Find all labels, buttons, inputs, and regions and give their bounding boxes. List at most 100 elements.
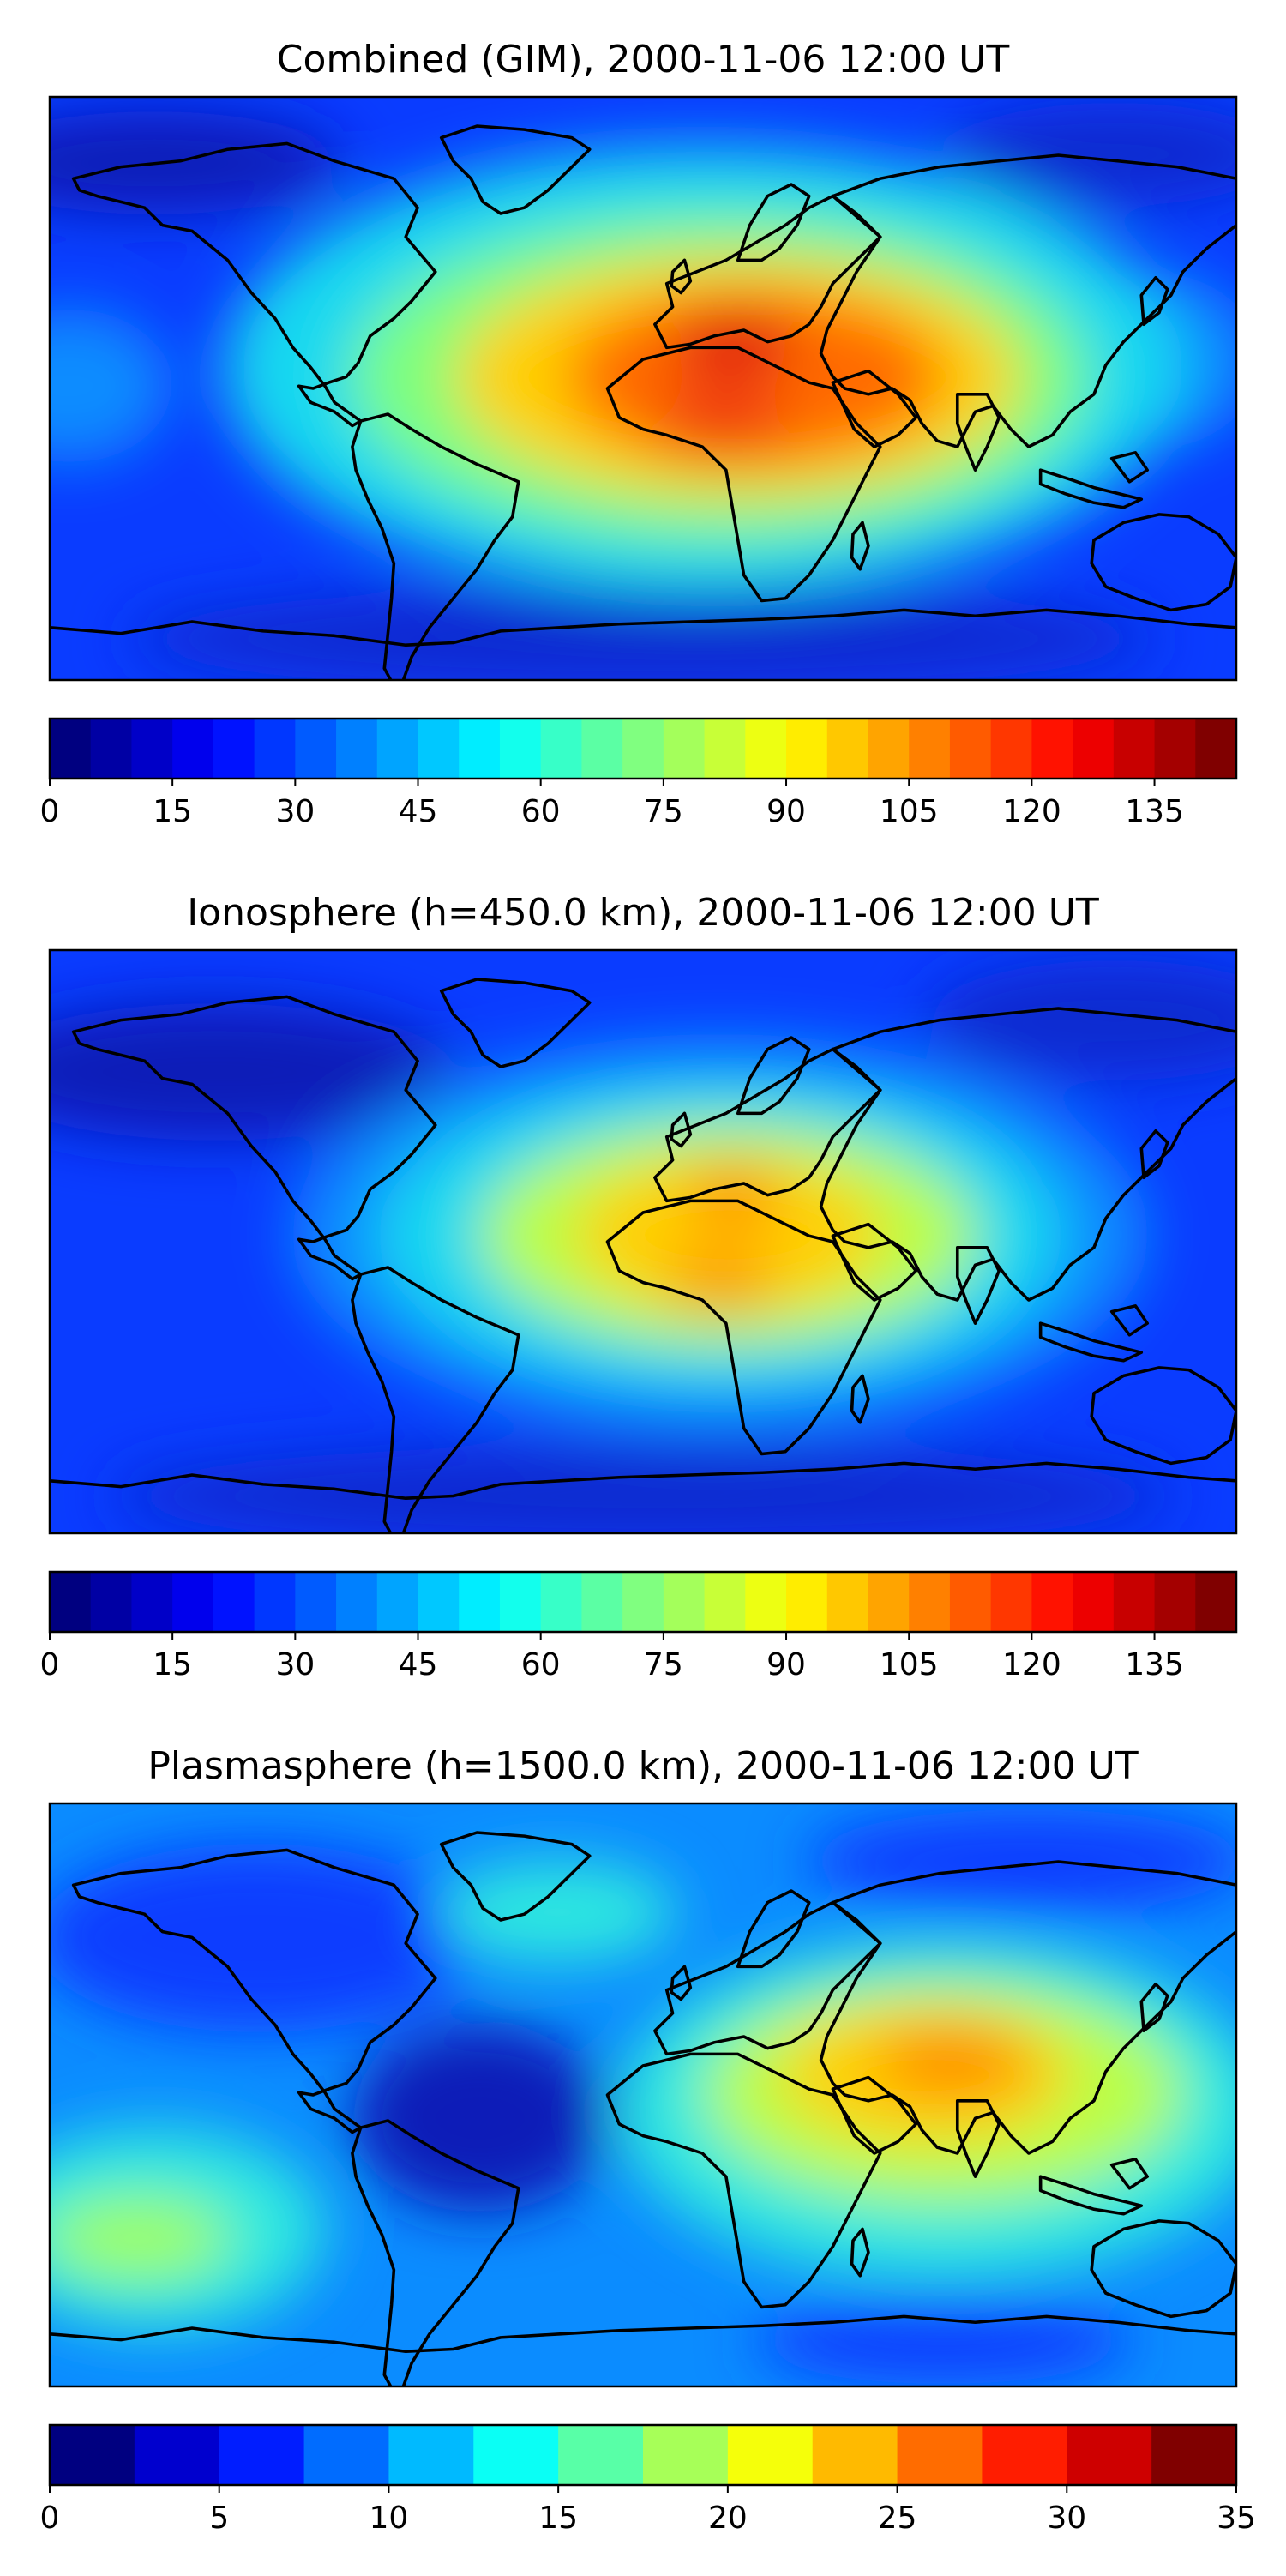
colorbar-tick-label: 30 bbox=[275, 1647, 315, 1682]
colorbar-ionosphere: 0 15 30 45 60 75 90 105 120 135 bbox=[40, 1570, 1238, 1682]
colorbar-tick-label: 105 bbox=[880, 1647, 939, 1682]
colorbar-tick-label: 15 bbox=[538, 2501, 578, 2536]
colorbar-swatch bbox=[643, 2425, 729, 2485]
colorbar-swatch bbox=[558, 2425, 644, 2485]
colorbar-swatch bbox=[897, 2425, 983, 2485]
colorbar-swatch bbox=[50, 1572, 92, 1632]
colorbar-swatch bbox=[1073, 719, 1115, 779]
colorbar-swatch bbox=[131, 719, 173, 779]
colorbar-swatch bbox=[704, 719, 746, 779]
colorbar-swatch bbox=[295, 1572, 337, 1632]
colorbar-swatch bbox=[1195, 719, 1237, 779]
colorbar-swatch bbox=[663, 1572, 706, 1632]
colorbar-swatch bbox=[786, 1572, 828, 1632]
colorbar-swatch bbox=[90, 719, 133, 779]
field-mid-region bbox=[50, 2195, 231, 2281]
colorbar-tick-label: 25 bbox=[878, 2501, 917, 2536]
field-peak-region bbox=[686, 1166, 780, 1226]
colorbar-swatch bbox=[376, 1572, 419, 1632]
colorbar-swatch bbox=[336, 719, 378, 779]
map-ionosphere bbox=[50, 950, 1236, 1533]
colorbar-tick-label: 75 bbox=[644, 1647, 683, 1682]
colorbar-swatch bbox=[786, 719, 828, 779]
colorbar-swatch bbox=[172, 1572, 214, 1632]
colorbar-frame bbox=[48, 2423, 1238, 2487]
map-combined bbox=[50, 97, 1236, 680]
colorbar-tick-label: 135 bbox=[1125, 794, 1184, 829]
colorbar-swatch bbox=[727, 2425, 814, 2485]
colorbar-swatch bbox=[540, 1572, 583, 1632]
colorbar-tick-label: 30 bbox=[1047, 2501, 1086, 2536]
colorbar-frame bbox=[48, 717, 1238, 780]
field-low-region bbox=[50, 1844, 480, 2032]
colorbar-tick-label: 15 bbox=[153, 1647, 192, 1682]
colorbar-frame bbox=[48, 1570, 1238, 1634]
colorbar-swatch bbox=[812, 2425, 898, 2485]
colorbar-swatch bbox=[622, 719, 664, 779]
colorbar-swatch bbox=[473, 2425, 559, 2485]
panel-title-ionosphere: Ionosphere (h=450.0 km), 2000-11-06 12:0… bbox=[187, 891, 1099, 935]
colorbar-swatch bbox=[1154, 719, 1196, 779]
map-frame bbox=[48, 948, 1238, 1535]
field-low-region bbox=[754, 2298, 1132, 2384]
colorbar-tick-label: 105 bbox=[880, 794, 939, 829]
colorbar-swatch bbox=[254, 719, 296, 779]
colorbar-swatch bbox=[1073, 1572, 1115, 1632]
colorbar-swatch bbox=[868, 719, 910, 779]
colorbar-swatch bbox=[826, 719, 869, 779]
colorbar-swatch bbox=[982, 2425, 1067, 2485]
colorbar-swatch bbox=[909, 1572, 951, 1632]
colorbar-swatch bbox=[745, 719, 787, 779]
field-low-region bbox=[943, 103, 1236, 206]
colorbar-tick-label: 120 bbox=[1002, 794, 1061, 829]
map-plasmasphere bbox=[50, 1803, 1236, 2386]
colorbar-swatch bbox=[213, 719, 255, 779]
colorbar-tick-label: 0 bbox=[40, 794, 60, 829]
field-low-region bbox=[352, 2024, 609, 2212]
map-frame bbox=[48, 95, 1238, 682]
colorbar-swatch bbox=[1031, 719, 1073, 779]
colorbar-swatch bbox=[254, 1572, 296, 1632]
colorbar-swatch bbox=[868, 1572, 910, 1632]
colorbar-tick-label: 30 bbox=[275, 794, 315, 829]
colorbar-swatch bbox=[745, 1572, 787, 1632]
panel-title-plasmasphere: Plasmasphere (h=1500.0 km), 2000-11-06 1… bbox=[147, 1744, 1138, 1788]
colorbar-swatch bbox=[909, 719, 951, 779]
field-mid-region bbox=[50, 309, 171, 463]
field-peak-region bbox=[652, 394, 789, 463]
colorbar-swatch bbox=[1031, 1572, 1073, 1632]
colorbar-swatch bbox=[663, 719, 706, 779]
field-mid-region bbox=[437, 1861, 677, 1964]
colorbar-swatch bbox=[219, 2425, 305, 2485]
field-low-region bbox=[806, 1809, 1236, 1912]
colorbar-swatch bbox=[499, 719, 542, 779]
colorbar-swatch bbox=[581, 719, 623, 779]
colorbar-swatch bbox=[90, 1572, 133, 1632]
colorbar-swatch bbox=[336, 1572, 378, 1632]
colorbar-swatch bbox=[388, 2425, 474, 2485]
colorbar-swatch bbox=[134, 2425, 220, 2485]
panel-title-combined: Combined (GIM), 2000-11-06 12:00 UT bbox=[277, 38, 1010, 81]
colorbar-swatch bbox=[826, 1572, 869, 1632]
colorbar-swatch bbox=[376, 719, 419, 779]
tec-field bbox=[50, 103, 1236, 680]
colorbar-tick-label: 60 bbox=[521, 1647, 561, 1682]
field-low-region bbox=[50, 111, 343, 214]
field-low-region bbox=[129, 587, 1157, 680]
colorbar-tick-label: 0 bbox=[40, 2501, 60, 2536]
colorbar-tick-label: 90 bbox=[766, 1647, 806, 1682]
colorbar-swatch bbox=[1151, 2425, 1237, 2485]
colorbar-swatch bbox=[459, 1572, 501, 1632]
field-peak-region bbox=[874, 2028, 1029, 2097]
colorbar-swatch bbox=[581, 1572, 623, 1632]
field-low-region bbox=[111, 1445, 1175, 1533]
field-peak-region bbox=[664, 1255, 776, 1309]
colorbar-swatch bbox=[949, 719, 992, 779]
field-high-region bbox=[574, 1158, 883, 1312]
plasma-field bbox=[50, 1809, 1236, 2384]
colorbar-swatch bbox=[949, 1572, 992, 1632]
colorbar-plasmasphere: 0 5 10 15 20 25 30 35 bbox=[40, 2423, 1256, 2536]
colorbar-tick-label: 5 bbox=[209, 2501, 229, 2536]
tec-field bbox=[50, 960, 1236, 1533]
